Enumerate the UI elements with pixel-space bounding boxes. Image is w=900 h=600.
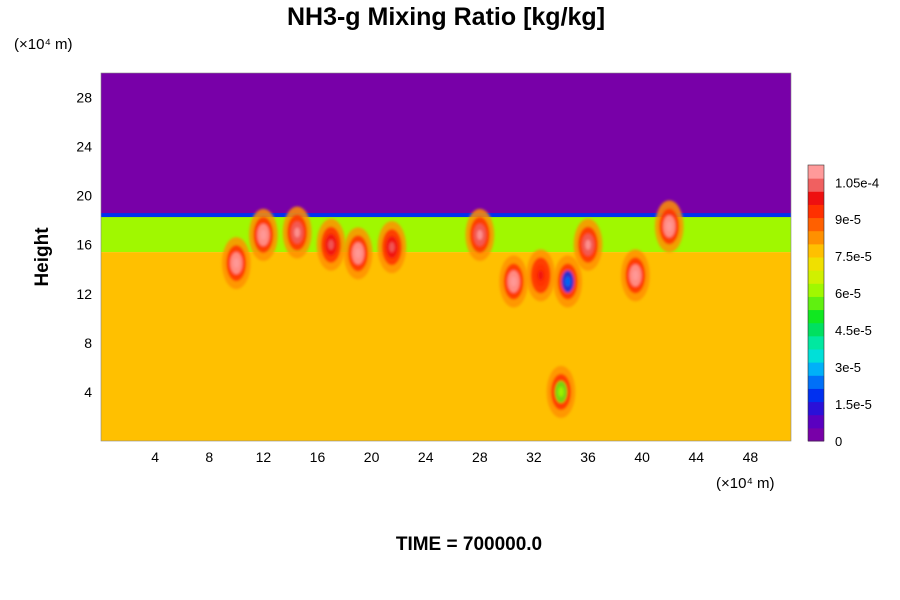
x-tick-label: 28 [472,449,488,465]
y-tick-label: 24 [76,139,92,155]
convective-feature [316,218,346,271]
colorbar-tick-label: 1.5e-5 [835,397,872,412]
convective-feature [654,200,684,253]
convective-feature [573,218,603,271]
colorbar-tick-label: 0 [835,434,842,449]
y-tick-labels: 4 8 12 16 20 24 28 [76,90,92,400]
colorbar-segment [808,362,824,376]
colorbar-tick-label: 3e-5 [835,360,861,375]
colorbar-segment [808,375,824,389]
colorbar-tick-labels: 0 1.5e-5 3e-5 4.5e-5 6e-5 7.5e-5 9e-5 1.05e-4 [835,175,879,449]
colorbar-tick-label: 7.5e-5 [835,249,872,264]
x-tick-label: 36 [580,449,596,465]
x-tick-label: 8 [205,449,213,465]
colorbar-segment [808,349,824,363]
colorbar-segment [808,178,824,192]
colorbar-segment [808,257,824,271]
chart-title: NH3-g Mixing Ratio [kg/kg] [287,3,605,31]
convective-feature [499,255,528,308]
colorbar-segment [808,283,824,297]
convective-feature [621,249,650,302]
x-tick-label: 12 [256,449,272,465]
colorbar-segment [808,427,824,442]
colorbar-segment [808,204,824,219]
y-tick-label: 20 [76,188,92,204]
colorbar-tick-label: 9e-5 [835,212,861,227]
y-tick-label: 16 [76,237,92,253]
y-tick-label: 8 [84,335,92,351]
colorbar-tick-label: 1.05e-4 [835,175,879,190]
y-tick-label: 12 [76,286,92,302]
layer-transition [101,214,791,253]
colorbar-segment [808,388,824,403]
colorbar-segment [808,165,824,179]
x-tick-label: 40 [634,449,650,465]
colorbar-segment [808,191,824,205]
convective-feature [249,208,278,261]
x-tick-label: 32 [526,449,542,465]
colorbar-segment [808,322,824,337]
plot-frame [100,72,792,442]
colorbar-segment [808,401,824,416]
layer-lower [101,252,791,441]
convective-feature [343,227,373,280]
y-tick-label: 4 [84,384,92,400]
convective-feature [546,365,576,418]
layer-upper [101,73,791,215]
colorbar-frame [807,164,825,442]
y-axis-title: Height [32,227,53,287]
y-unit-label: (×10⁴ m) [14,36,73,53]
colorbar-segment [808,309,824,324]
colorbar-tick-label: 4.5e-5 [835,323,872,338]
convective-feature [526,249,556,302]
colorbar-segment [808,217,824,232]
convective-feature [221,237,251,290]
colorbar-segment [808,335,824,350]
x-tick-label: 44 [689,449,705,465]
colorbar-tick-label: 6e-5 [835,286,861,301]
heatmap-field [101,73,791,441]
colorbar-segment [808,270,824,284]
x-tick-label: 48 [743,449,759,465]
convective-feature [377,221,407,274]
colorbar [807,164,825,442]
colorbar-segment [808,243,824,258]
x-tick-label: 20 [364,449,380,465]
x-tick-labels: 4 8 12 16 20 24 28 32 36 40 44 48 [151,449,758,465]
time-label: TIME = 700000.0 [396,534,542,555]
y-tick-label: 28 [76,90,92,106]
x-tick-label: 4 [151,449,159,465]
colorbar-segment [808,414,824,429]
convective-feature [553,255,583,308]
colorbar-segment [808,296,824,311]
colorbar-segment [808,230,824,245]
convective-feature [465,208,495,261]
x-tick-label: 24 [418,449,434,465]
x-tick-label: 16 [310,449,326,465]
layer-boundary [101,213,791,218]
x-unit-label: (×10⁴ m) [716,475,775,492]
convective-feature [282,206,312,259]
